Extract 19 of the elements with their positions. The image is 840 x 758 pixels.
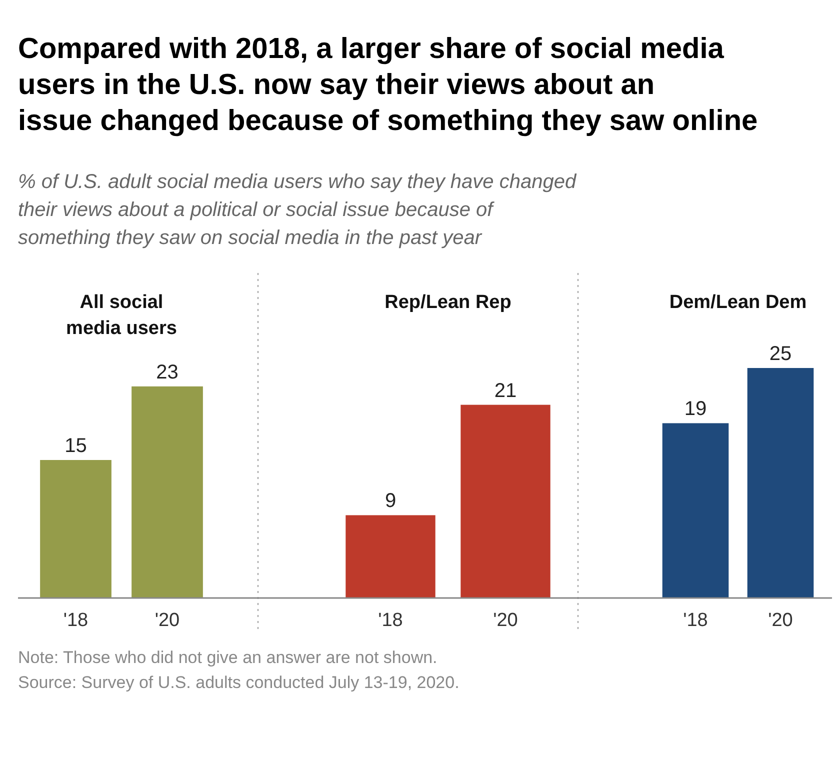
chart-title: Rep/Lean Rep bbox=[384, 292, 512, 313]
x-tick-label: '20 bbox=[493, 610, 518, 631]
x-tick-label: '20 bbox=[768, 610, 793, 631]
x-tick-label: '18 bbox=[378, 610, 403, 631]
data-label: 9 bbox=[384, 490, 396, 512]
text: % of U.S. adult social media users who say they have changed their views about a political or social issue because of something they saw on social media in the past year bbox=[18, 171, 577, 249]
data-label: 21 bbox=[494, 380, 517, 402]
x-tick-label: '20 bbox=[154, 610, 180, 631]
data-label: 25 bbox=[769, 343, 792, 365]
data-label: 23 bbox=[156, 361, 178, 384]
source-note: Source: Survey of U.S. adults conducted July 13-19, 2020. bbox=[18, 673, 460, 692]
x-tick-label: '18 bbox=[63, 610, 88, 631]
data-label: 19 bbox=[684, 398, 707, 420]
data-label: 15 bbox=[64, 435, 87, 457]
chart-title: Dem/Lean Dem bbox=[669, 292, 807, 313]
text: Note: Those who did not give an answer are not shown. bbox=[18, 648, 438, 667]
chart-title: All social media users bbox=[66, 292, 177, 339]
x-tick-label: '18 bbox=[683, 610, 708, 631]
text: Compared with 2018, a larger share of social media users in the U.S. now say their views about an issue changed because of something they saw online bbox=[18, 33, 758, 137]
